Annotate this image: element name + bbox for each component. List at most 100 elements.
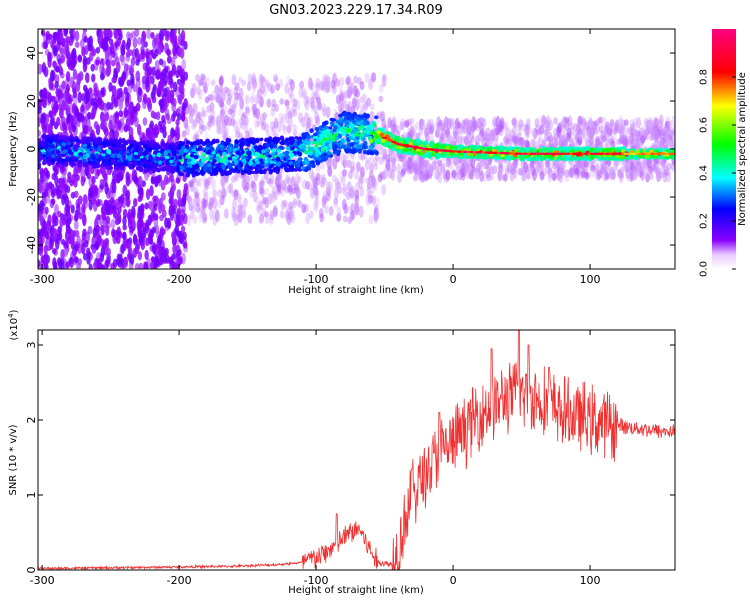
spectrogram-cell	[227, 93, 232, 101]
spectrogram-cell	[350, 160, 356, 172]
spectrogram-cell	[73, 116, 78, 126]
spectrogram-cell	[139, 232, 144, 244]
spectrogram-cell	[536, 128, 542, 136]
spectrogram-cell	[214, 209, 220, 223]
spectrogram-cell	[649, 126, 655, 139]
spectrogram-cell	[95, 198, 101, 207]
spectrogram-cell	[206, 176, 212, 186]
spectrogram-cell	[660, 158, 666, 170]
spectrogram-cell	[662, 169, 668, 178]
spectrogram-cell	[342, 183, 348, 192]
spectrogram-cell	[385, 159, 391, 171]
spectrogram-cell	[57, 257, 62, 266]
spectrogram-cell	[414, 160, 419, 170]
spectrogram-cell	[310, 171, 316, 184]
spectrogram-cell	[254, 94, 260, 106]
spectrogram-cell	[285, 174, 290, 185]
spectrogram-cell	[104, 224, 110, 236]
spectrogram-cell	[88, 199, 93, 211]
spectrogram-cell	[56, 187, 61, 200]
spectrogram-cell	[61, 239, 66, 246]
spectrogram-cell	[251, 79, 257, 92]
spectrogram-cell	[171, 184, 177, 192]
spectrogram-cell	[292, 98, 298, 108]
spectrogram-cell	[63, 29, 68, 37]
spectrogram-cell	[81, 203, 86, 214]
spectrogram-cell	[52, 248, 57, 255]
spectrogram-cell	[102, 42, 107, 51]
spectrogram-cell	[153, 213, 159, 221]
spectrogram-cell	[122, 224, 127, 231]
spectrogram-cell	[336, 181, 342, 190]
spectrogram-cell	[321, 81, 326, 92]
spectrogram-cell	[172, 81, 178, 93]
spectrogram-cell	[584, 136, 590, 144]
spectrogram-cell	[157, 43, 163, 55]
spectrogram-cell	[271, 99, 277, 107]
spectrogram-cell	[590, 127, 596, 137]
spectrogram-cell	[127, 241, 132, 253]
spectrogram-cell	[225, 87, 231, 97]
spectrogram-cell	[545, 160, 551, 169]
spectrogram-cell	[196, 112, 202, 124]
spectrogram-cell	[114, 128, 119, 140]
spectrogram-cell	[332, 157, 338, 170]
spectrogram-cell	[117, 120, 122, 129]
spectrogram-cell	[255, 120, 261, 128]
spectrogram-cell	[104, 50, 110, 60]
spectrogram-cell	[371, 177, 377, 190]
spectrogram-cell	[374, 115, 379, 120]
spectrogram-cell	[269, 87, 275, 95]
spectrogram-cell	[464, 136, 470, 148]
spectrogram-cell	[168, 190, 173, 198]
spectrogram-cell	[669, 139, 675, 151]
spectrogram-cell	[269, 214, 274, 225]
spectrogram-cell	[485, 169, 491, 179]
spectrogram-cell	[180, 86, 185, 95]
spectrogram-cell	[73, 214, 79, 222]
spectrogram-cell	[320, 162, 325, 170]
spectrogram-cell	[558, 138, 563, 147]
spectrogram-cell	[258, 81, 264, 93]
spectrogram-cells	[38, 29, 675, 269]
spectrogram-cell	[147, 232, 153, 244]
spectrogram-cell	[137, 195, 142, 203]
spectrogram-cell	[38, 182, 43, 194]
spectrogram-cell	[362, 93, 367, 102]
spectrogram-cell	[197, 80, 203, 87]
spectrogram-cell	[109, 43, 115, 55]
spectrogram-cell	[104, 182, 109, 195]
spectrogram-cell	[558, 171, 564, 184]
spectrogram-cell	[667, 120, 673, 127]
spectrogram-cell	[47, 56, 52, 68]
spectrogram-cell	[181, 58, 187, 71]
spectrogram-cell	[203, 86, 209, 93]
spectrogram-cell	[328, 205, 334, 216]
spectrogram-cell	[458, 131, 464, 144]
spectrogram-cell	[321, 107, 327, 117]
spectrogram-cell	[548, 160, 554, 173]
spectrogram-cell	[268, 193, 273, 205]
spectrogram-cell	[333, 198, 339, 206]
spectrogram-cell	[101, 211, 107, 221]
spectrogram-cell	[120, 243, 125, 255]
spectrogram-cell	[77, 55, 83, 63]
spectrogram-cell	[61, 217, 67, 226]
spectrogram-cell	[93, 121, 99, 130]
spectrogram-cell	[166, 90, 172, 100]
spectrogram-cell	[249, 189, 254, 198]
spectrogram-cell	[84, 124, 89, 135]
spectrogram-cell	[569, 167, 574, 178]
spectrogram-cell	[138, 262, 144, 269]
spectrogram-cell	[165, 34, 170, 42]
spectrogram-cell	[424, 167, 430, 180]
spectrogram-cell	[315, 172, 321, 182]
spectrogram-cell	[64, 230, 70, 242]
spectrogram-cell	[481, 158, 487, 170]
spectrogram-cell	[288, 116, 293, 129]
spectrogram-cell	[128, 103, 133, 113]
spectrogram-cell	[282, 124, 288, 135]
spectrogram-cell	[504, 162, 510, 174]
spectrogram-cell	[87, 37, 92, 47]
spectrogram-cell	[58, 31, 64, 43]
